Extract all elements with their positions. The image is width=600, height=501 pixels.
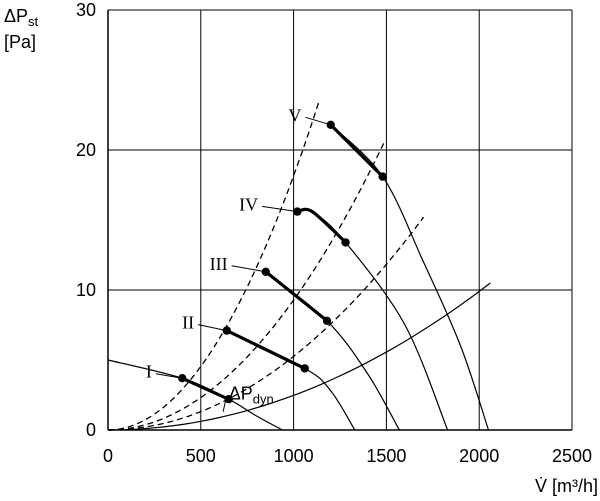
fan-curve-operating-range bbox=[226, 329, 306, 370]
y-tick-label: 10 bbox=[76, 280, 96, 300]
fan-curve-operating-range bbox=[329, 123, 384, 178]
fan-curve-label: IV bbox=[239, 194, 258, 214]
labels: 0 500 1000 1500 2000 25000102030IIIIIIIVVΔPdy… bbox=[76, 0, 592, 466]
fan-curve bbox=[330, 124, 490, 431]
marks bbox=[155, 116, 387, 412]
curve-label-leader bbox=[305, 116, 331, 126]
x-tick-label: 500 bbox=[186, 446, 216, 466]
x-tick-label: 1000 bbox=[274, 446, 314, 466]
fan-curve-label: V bbox=[288, 105, 301, 125]
y-tick-label: 20 bbox=[76, 140, 96, 160]
curve-label-leader bbox=[231, 265, 266, 273]
dynamic-pressure-curve bbox=[107, 282, 491, 431]
operating-point bbox=[378, 172, 387, 181]
operating-point bbox=[322, 316, 332, 325]
curve-label-leader bbox=[155, 373, 183, 379]
curve-label-leader bbox=[198, 324, 227, 332]
grid bbox=[107, 9, 573, 431]
system-curve-dashed bbox=[107, 99, 321, 431]
x-tick-label: 2000 bbox=[459, 446, 499, 466]
fan-curve-label: I bbox=[146, 362, 152, 382]
y-axis-label-subscript: st bbox=[28, 14, 39, 29]
curves bbox=[107, 99, 491, 431]
y-tick-label: 0 bbox=[86, 420, 96, 440]
system-curve-dashed bbox=[107, 141, 386, 431]
x-axis-label: V̇ [m³/h] bbox=[535, 476, 598, 496]
y-tick-label: 30 bbox=[76, 0, 96, 20]
fan-curve-operating-range bbox=[264, 270, 329, 323]
fan-curve-label: II bbox=[182, 313, 194, 333]
y-axis-label: ΔPst bbox=[4, 6, 39, 29]
x-tick-label: 1500 bbox=[366, 446, 406, 466]
dyn-pressure-label-main: ΔP bbox=[229, 384, 253, 404]
operating-point bbox=[341, 238, 350, 247]
fan-curve-operating-range bbox=[181, 376, 230, 401]
x-tick-label: 0 bbox=[103, 446, 113, 466]
x-tick-label: 2500 bbox=[552, 446, 592, 466]
curve-label-leader bbox=[262, 205, 298, 213]
fan-curve bbox=[297, 208, 449, 431]
axes bbox=[107, 10, 572, 431]
fan-curve bbox=[265, 271, 400, 431]
fan-curve bbox=[226, 330, 356, 431]
fan-curve-label: III bbox=[210, 254, 228, 274]
operating-point bbox=[300, 364, 309, 373]
dyn-pressure-label-sub: dyn bbox=[253, 392, 274, 407]
dyn-pressure-label: ΔPdyn bbox=[229, 384, 274, 407]
y-axis-label-unit: [Pa] bbox=[4, 32, 36, 52]
dyn-label-leader bbox=[222, 395, 228, 412]
fan-curve-operating-range bbox=[296, 207, 347, 244]
system-curve-dashed bbox=[107, 216, 425, 431]
